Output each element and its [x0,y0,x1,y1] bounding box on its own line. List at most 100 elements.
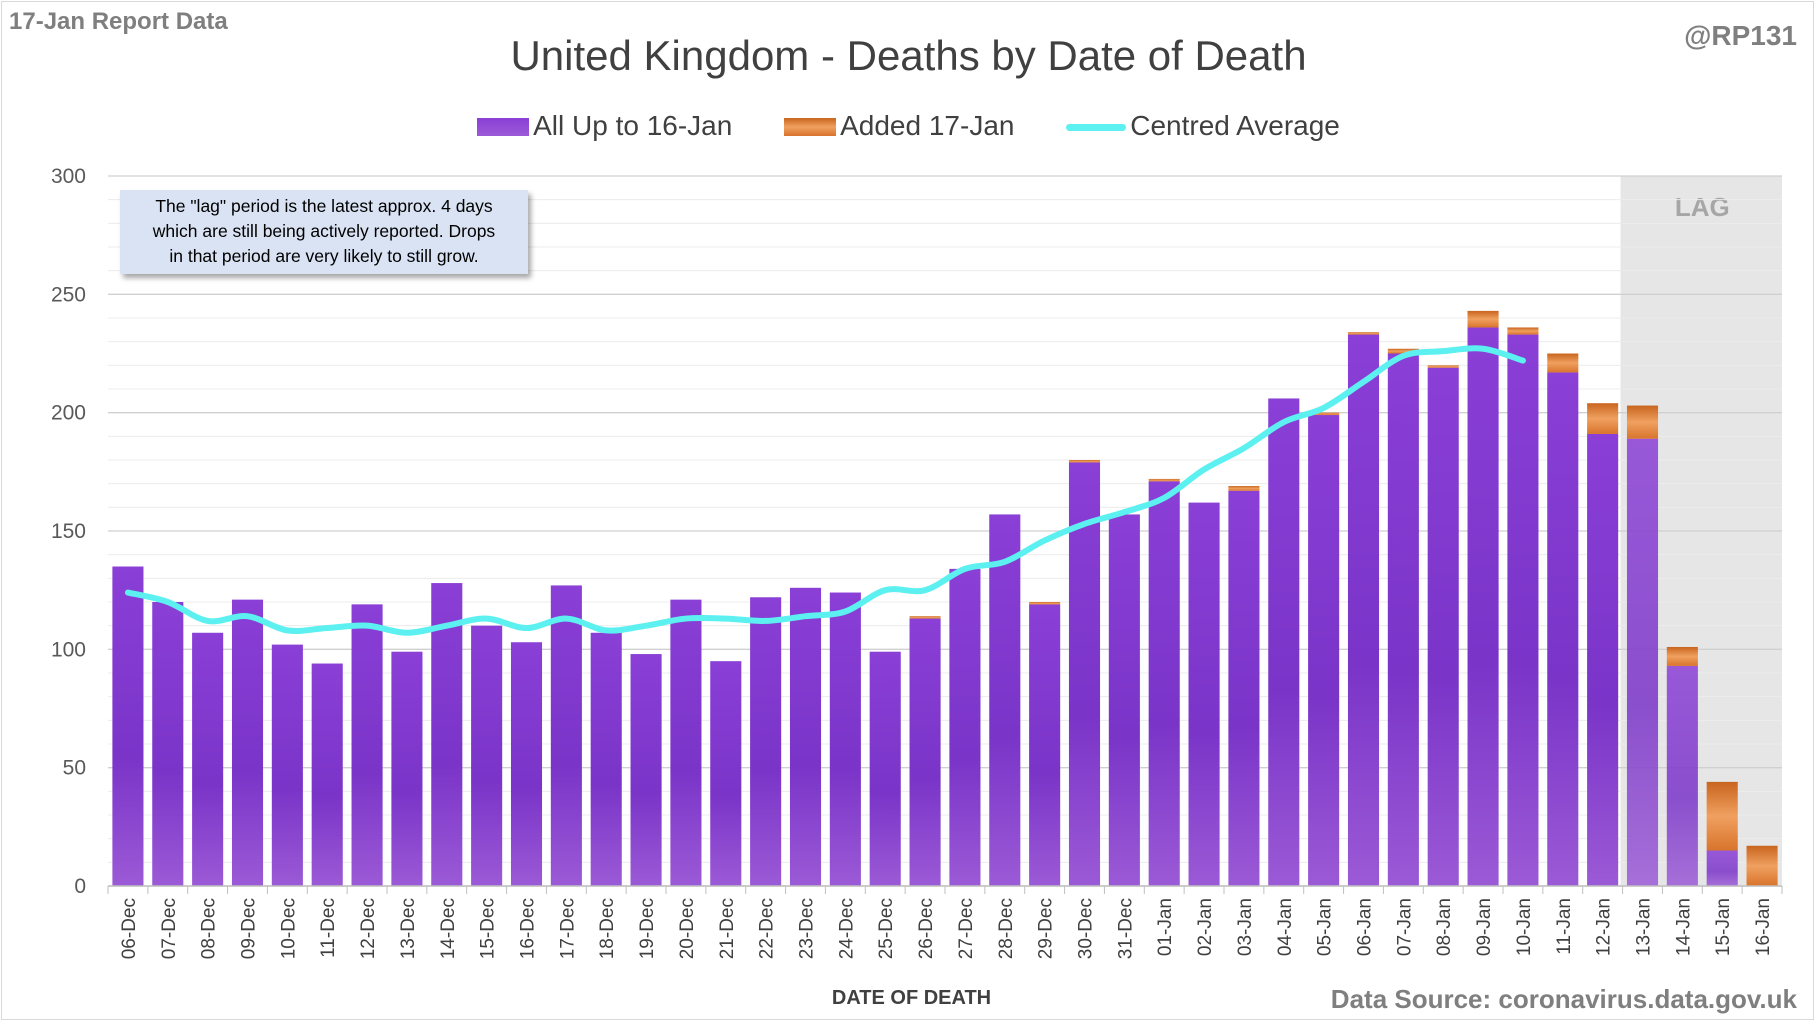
bar-base-29-Dec [1029,604,1061,886]
x-tick-label-08-Dec: 08-Dec [199,898,220,959]
y-tick-label: 200 [51,402,86,425]
bar-base-04-Jan [1268,398,1300,886]
x-tick-label-07-Dec: 07-Dec [159,898,180,959]
bar-base-02-Jan [1188,502,1220,886]
bar-base-11-Jan [1547,372,1579,886]
x-tick-label-17-Dec: 17-Dec [557,898,578,959]
bar-base-08-Dec [192,632,224,886]
bar-base-15-Dec [471,625,503,886]
bar-base-06-Jan [1347,334,1380,887]
y-tick-label: 300 [51,165,86,188]
x-tick-label-22-Dec: 22-Dec [757,898,778,959]
bar-base-08-Jan [1427,367,1459,886]
bar-base-14-Dec [431,583,463,886]
x-tick-label-23-Dec: 23-Dec [797,898,818,959]
x-axis-title: DATE OF DEATH [831,987,992,1009]
bar-base-13-Dec [391,651,423,886]
bar-base-15-Jan [1706,850,1738,886]
bar-added-12-Jan [1587,403,1619,434]
bar-base-21-Dec [710,661,742,886]
bar-base-18-Dec [590,632,622,886]
x-tick-label-09-Jan: 09-Jan [1474,898,1495,956]
bar-added-09-Jan [1467,310,1499,328]
x-tick-label-24-Dec: 24-Dec [836,898,857,959]
bar-base-07-Jan [1387,353,1419,886]
report-label: 17-Jan Report Data [9,8,228,35]
bar-base-17-Dec [550,585,582,886]
bar-added-05-Jan [1308,412,1340,416]
y-tick-label: 100 [51,638,86,661]
x-tick-label-29-Dec: 29-Dec [1036,898,1057,959]
bar-base-06-Dec [112,566,144,886]
x-tick-label-14-Jan: 14-Jan [1673,898,1694,956]
x-tick-label-31-Dec: 31-Dec [1115,898,1136,959]
x-tick-label-10-Jan: 10-Jan [1514,898,1535,956]
legend-swatch-average [1066,123,1127,131]
x-tick-label-27-Dec: 27-Dec [956,898,977,959]
x-tick-label-20-Dec: 20-Dec [677,898,698,959]
bar-added-29-Dec [1029,602,1061,605]
x-tick-label-28-Dec: 28-Dec [996,898,1017,959]
bar-base-12-Jan [1587,433,1619,886]
x-tick-label-04-Jan: 04-Jan [1275,898,1296,956]
bar-base-23-Dec [789,587,822,886]
bar-added-11-Jan [1547,353,1579,373]
x-tick-label-12-Jan: 12-Jan [1594,898,1615,956]
x-tick-label-15-Dec: 15-Dec [478,898,499,959]
bar-base-10-Dec [271,644,303,886]
lag-note-line-2: which are still being actively reported.… [152,221,496,241]
bar-base-11-Dec [311,663,343,886]
bar-added-03-Jan [1228,486,1260,491]
bar-base-13-Jan [1626,438,1659,886]
x-tick-label-26-Dec: 26-Dec [916,898,937,959]
x-tick-label-11-Dec: 11-Dec [318,898,339,958]
x-tick-label-11-Jan: 11-Jan [1554,898,1575,955]
bar-base-16-Dec [510,642,543,886]
y-tick-label: 150 [51,520,86,543]
lag-note-line-3: in that period are very likely to still … [169,246,479,266]
x-tick-label-06-Jan: 06-Jan [1355,898,1376,956]
x-tick-label-02-Jan: 02-Jan [1195,898,1216,956]
bar-added-10-Jan [1507,327,1539,335]
bar-base-26-Dec [909,618,941,886]
x-tick-label-01-Jan: 01-Jan [1155,898,1176,956]
bar-base-31-Dec [1108,514,1140,886]
bar-base-09-Dec [231,599,264,886]
lag-note: The "lag" period is the latest approx. 4… [120,190,528,274]
bar-base-27-Dec [949,568,981,886]
x-tick-label-10-Dec: 10-Dec [278,898,299,959]
x-tick-label-06-Dec: 06-Dec [119,898,140,959]
legend-label-base: All Up to 16-Jan [533,109,733,141]
bar-added-13-Jan [1626,405,1659,439]
y-tick-label: 50 [63,757,86,780]
x-tick-label-25-Dec: 25-Dec [876,898,897,959]
x-tick-label-21-Dec: 21-Dec [717,898,738,959]
x-tick-label-03-Jan: 03-Jan [1235,898,1256,956]
legend-swatch-added [784,118,837,137]
bar-base-12-Dec [351,604,383,886]
bar-base-20-Dec [670,599,702,886]
legend-item-added: Added 17-Jan [784,110,1014,142]
x-tick-label-08-Jan: 08-Jan [1434,898,1455,956]
bar-base-28-Dec [989,514,1021,886]
bar-base-05-Jan [1308,415,1340,886]
legend-label-added: Added 17-Jan [840,109,1015,141]
bar-added-16-Jan [1746,845,1778,886]
bar-added-30-Dec [1068,460,1101,463]
x-tick-label-05-Jan: 05-Jan [1315,898,1336,956]
x-tick-label-07-Jan: 07-Jan [1394,898,1415,956]
bar-added-08-Jan [1427,365,1459,368]
bar-base-14-Jan [1666,665,1698,886]
lag-note-line-1: The "lag" period is the latest approx. 4… [155,196,493,216]
bar-base-09-Jan [1467,327,1499,886]
x-tick-label-16-Jan: 16-Jan [1753,898,1774,956]
bar-added-14-Jan [1666,646,1698,666]
bar-base-22-Dec [750,597,782,886]
bar-added-26-Dec [909,616,941,619]
bar-added-07-Jan [1387,348,1419,354]
x-tick-label-12-Dec: 12-Dec [358,898,379,959]
bar-base-03-Jan [1228,490,1260,886]
legend: All Up to 16-Jan Added 17-Jan Centred Av… [0,108,1817,142]
